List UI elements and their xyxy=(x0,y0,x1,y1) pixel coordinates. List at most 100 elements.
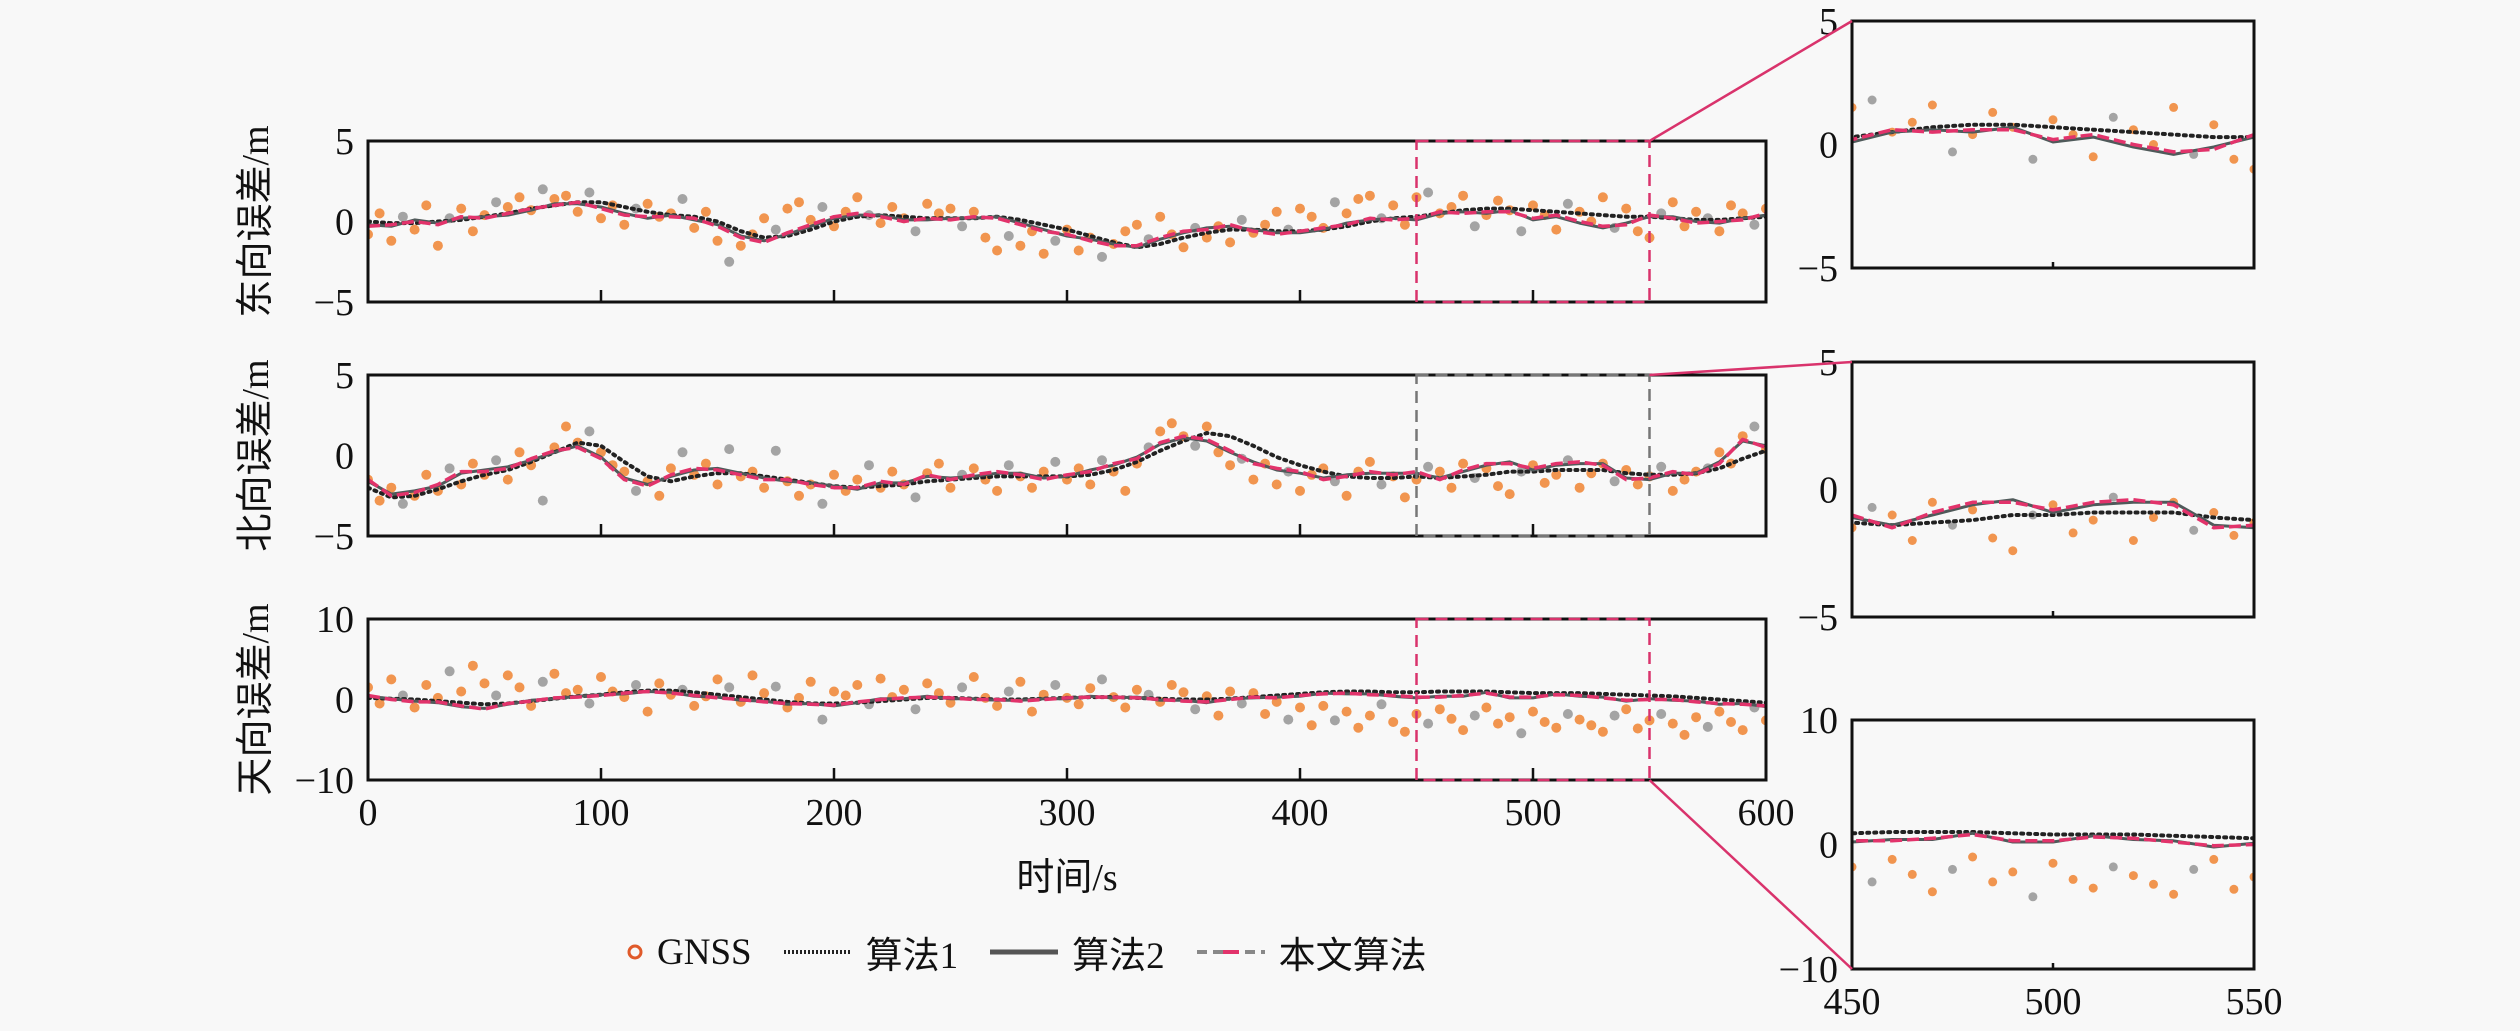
proposed-line xyxy=(1852,832,2254,848)
main-plot-area xyxy=(368,184,1766,267)
algorithm2-line xyxy=(1852,125,2254,156)
gnss-point xyxy=(2088,515,2098,525)
gnss-point xyxy=(1283,714,1294,725)
gnss-point xyxy=(2128,536,2138,545)
gnss-point xyxy=(1609,710,1620,721)
gnss-point xyxy=(2169,889,2179,899)
main-y-tick-label: −5 xyxy=(314,282,354,324)
gnss-point xyxy=(1446,202,1457,212)
gnss-point xyxy=(794,692,804,703)
gnss-point xyxy=(631,680,641,690)
gnss-point xyxy=(409,702,420,713)
gnss-point xyxy=(1213,447,1224,458)
gnss-point xyxy=(1341,490,1352,501)
gnss-point xyxy=(549,194,560,204)
gnss-point xyxy=(1271,206,1282,217)
gnss-point xyxy=(724,256,735,267)
gnss-point xyxy=(2229,530,2239,540)
gnss-point xyxy=(2209,508,2219,517)
gnss-point xyxy=(561,688,571,699)
proposed-line xyxy=(368,689,1766,711)
gnss-point xyxy=(1551,224,1562,235)
gnss-point xyxy=(1528,200,1538,211)
gnss-point xyxy=(1376,699,1387,710)
inset-x-tick-label: 550 xyxy=(2226,981,2283,1023)
gnss-point xyxy=(1493,481,1503,492)
gnss-point xyxy=(1050,680,1061,690)
gnss-point xyxy=(1423,718,1434,729)
gnss-point xyxy=(2229,884,2239,894)
gnss-point xyxy=(2008,546,2018,556)
legend: GNSS 算法1 算法2 本文算法 xyxy=(625,928,1457,977)
gnss-point xyxy=(1702,721,1713,732)
gnss-point xyxy=(805,676,816,687)
main-x-tick-label: 500 xyxy=(1505,792,1562,834)
gnss-point xyxy=(852,680,863,690)
gnss-point xyxy=(1225,686,1236,697)
gnss-point xyxy=(1586,720,1597,731)
gnss-point xyxy=(759,213,770,224)
gnss-point xyxy=(1131,684,1142,695)
zoom-connector-line xyxy=(1648,19,1853,143)
gnss-point xyxy=(1306,720,1317,731)
gnss-point xyxy=(817,714,828,725)
gnss-point xyxy=(421,680,432,690)
gnss-point xyxy=(1988,877,1998,887)
gnss-point xyxy=(2169,102,2179,112)
gnss-point xyxy=(1120,226,1131,237)
gnss-point xyxy=(887,466,898,477)
gnss-point xyxy=(491,197,502,208)
gnss-point xyxy=(2149,513,2158,522)
gnss-point xyxy=(1714,706,1725,717)
gnss-point xyxy=(1679,474,1690,485)
gnss-point xyxy=(794,197,804,208)
gnss-point xyxy=(689,222,700,233)
gnss-point xyxy=(1295,702,1305,713)
gnss-point xyxy=(1726,200,1736,211)
legend-label-proposed: 本文算法 xyxy=(1278,936,1427,977)
gnss-point xyxy=(933,458,944,469)
gnss-point xyxy=(1827,890,1836,899)
gnss-point xyxy=(747,670,758,681)
gnss-point xyxy=(968,672,979,682)
gnss-point xyxy=(840,690,851,701)
gnss-point xyxy=(1085,683,1096,694)
gnss-point xyxy=(1539,477,1550,488)
gnss-point xyxy=(829,686,839,697)
dotted-line-icon xyxy=(783,950,852,954)
inset-y-tick-label: −5 xyxy=(1798,597,1838,639)
gnss-point xyxy=(2270,128,2279,137)
gnss-point xyxy=(1679,729,1690,740)
gnss-point xyxy=(1295,485,1305,496)
gnss-point xyxy=(2270,862,2279,871)
gnss-point xyxy=(759,482,770,493)
proposed-line xyxy=(368,200,1766,248)
gnss-point xyxy=(386,674,397,685)
gnss-point xyxy=(1050,456,1061,467)
gnss-point xyxy=(1120,485,1131,496)
gnss-point xyxy=(712,479,723,490)
gnss-point xyxy=(700,458,711,469)
gnss-point xyxy=(759,688,770,699)
gnss-point xyxy=(910,704,921,715)
gnss-point xyxy=(968,463,979,474)
gnss-point xyxy=(794,490,804,501)
gnss-point xyxy=(1178,687,1189,698)
gnss-point xyxy=(1667,197,1678,208)
gnss-point xyxy=(1749,219,1760,230)
main-x-tick-label: 0 xyxy=(359,792,378,834)
gnss-point xyxy=(1927,887,1937,897)
gnss-point xyxy=(712,674,723,685)
gnss-point xyxy=(1679,221,1690,232)
gnss-point xyxy=(980,232,991,243)
gnss-point xyxy=(1726,717,1736,727)
inset-y-tick-label: −5 xyxy=(1798,248,1838,290)
gnss-point xyxy=(537,495,548,506)
gnss-point xyxy=(1907,536,1917,545)
gnss-point xyxy=(654,678,665,689)
gnss-point xyxy=(1574,482,1585,493)
gnss-point xyxy=(1073,463,1084,474)
gnss-point xyxy=(1399,492,1410,503)
gnss-point xyxy=(537,184,548,195)
inset-x-tick-label: 450 xyxy=(1824,981,1881,1023)
